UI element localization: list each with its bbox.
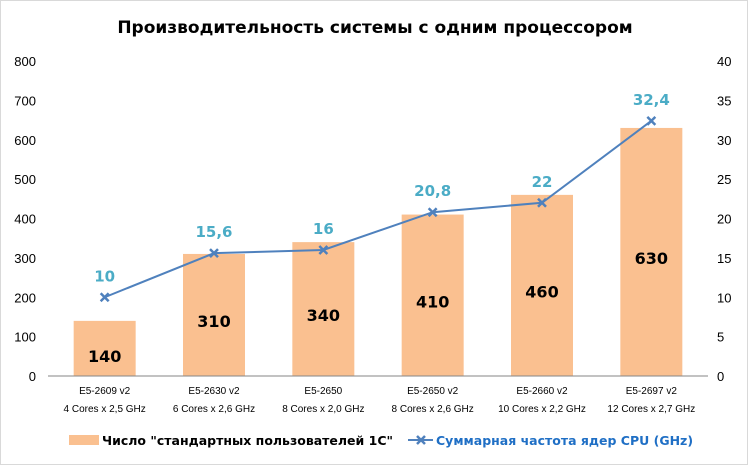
y-right-tick-label: 40 xyxy=(717,54,731,69)
y-right-tick-label: 35 xyxy=(717,93,731,108)
y-right-tick-label: 0 xyxy=(717,369,724,384)
x-tick-label-spec: 6 Cores x 2,6 GHz xyxy=(173,404,255,415)
y-left-tick-label: 200 xyxy=(14,290,36,305)
bar xyxy=(620,127,683,376)
line-data-label: 20,8 xyxy=(414,182,451,200)
legend-marker-x xyxy=(416,435,426,445)
line-data-label: 32,4 xyxy=(633,91,670,109)
bar xyxy=(292,242,355,376)
y-left-tick-label: 0 xyxy=(29,369,36,384)
y-left-tick-label: 400 xyxy=(14,212,36,227)
line-data-label: 22 xyxy=(532,173,553,191)
y-left-tick-label: 700 xyxy=(14,93,36,108)
bar-data-label: 410 xyxy=(416,292,449,311)
x-tick-label-spec: 8 Cores x 2,6 GHz xyxy=(392,404,474,415)
bar-data-label: 140 xyxy=(88,347,121,366)
line-marker-x xyxy=(99,292,110,303)
x-tick-label-model: E5-2660 v2 xyxy=(516,386,568,397)
bar-data-label: 340 xyxy=(307,306,340,325)
x-tick-label-model: E5-2697 v2 xyxy=(626,386,678,397)
bar xyxy=(73,320,136,376)
bar-data-label: 460 xyxy=(525,282,558,301)
bar-data-label: 630 xyxy=(635,249,668,268)
line-series xyxy=(104,120,652,299)
bar xyxy=(511,194,573,376)
line-marker-x xyxy=(209,248,219,259)
x-tick-label-spec: 4 Cores x 2,5 GHz xyxy=(64,404,146,415)
x-tick-label-spec: 10 Cores x 2,2 GHz xyxy=(498,404,586,415)
x-tick-label-model: E5-2630 v2 xyxy=(188,386,240,397)
x-tick-label-spec: 12 Cores x 2,7 GHz xyxy=(607,404,695,415)
y-left-tick-label: 800 xyxy=(14,54,36,69)
line-marker-x xyxy=(537,197,547,208)
line-data-label: 10 xyxy=(94,267,115,285)
line-marker-x xyxy=(646,115,657,126)
y-right-tick-label: 20 xyxy=(717,212,731,227)
y-left-tick-label: 600 xyxy=(14,133,36,148)
x-tick-label-spec: 8 Cores x 2,0 GHz xyxy=(282,404,364,415)
chart-title: Производительность системы с одним проце… xyxy=(117,18,632,38)
line-marker-x xyxy=(318,245,329,255)
bar xyxy=(183,253,245,376)
y-right-tick-label: 10 xyxy=(717,290,731,305)
y-right-tick-label: 30 xyxy=(717,133,731,148)
line-data-label: 15,6 xyxy=(195,223,232,241)
y-right-tick-label: 25 xyxy=(717,172,731,187)
y-left-tick-label: 100 xyxy=(14,330,36,345)
y-left-tick-label: 500 xyxy=(14,172,36,187)
legend-label-bar: Число "стандартных пользователей 1С" xyxy=(102,433,393,448)
legend-label-line: Суммарная частота ядер CPU (GHz) xyxy=(436,433,693,448)
bar xyxy=(401,214,464,376)
line-data-label: 16 xyxy=(313,220,334,238)
legend-swatch-bar xyxy=(69,435,99,445)
y-right-tick-label: 5 xyxy=(717,330,724,345)
x-tick-label-model: E5-2609 v2 xyxy=(79,386,131,397)
y-right-tick-label: 15 xyxy=(717,251,731,266)
x-tick-label-model: E5-2650 v2 xyxy=(407,386,459,397)
y-left-tick-label: 300 xyxy=(14,251,36,266)
line-marker-x xyxy=(427,207,438,218)
bar-data-label: 310 xyxy=(197,312,230,331)
x-tick-label-model: E5-2650 xyxy=(304,386,342,397)
